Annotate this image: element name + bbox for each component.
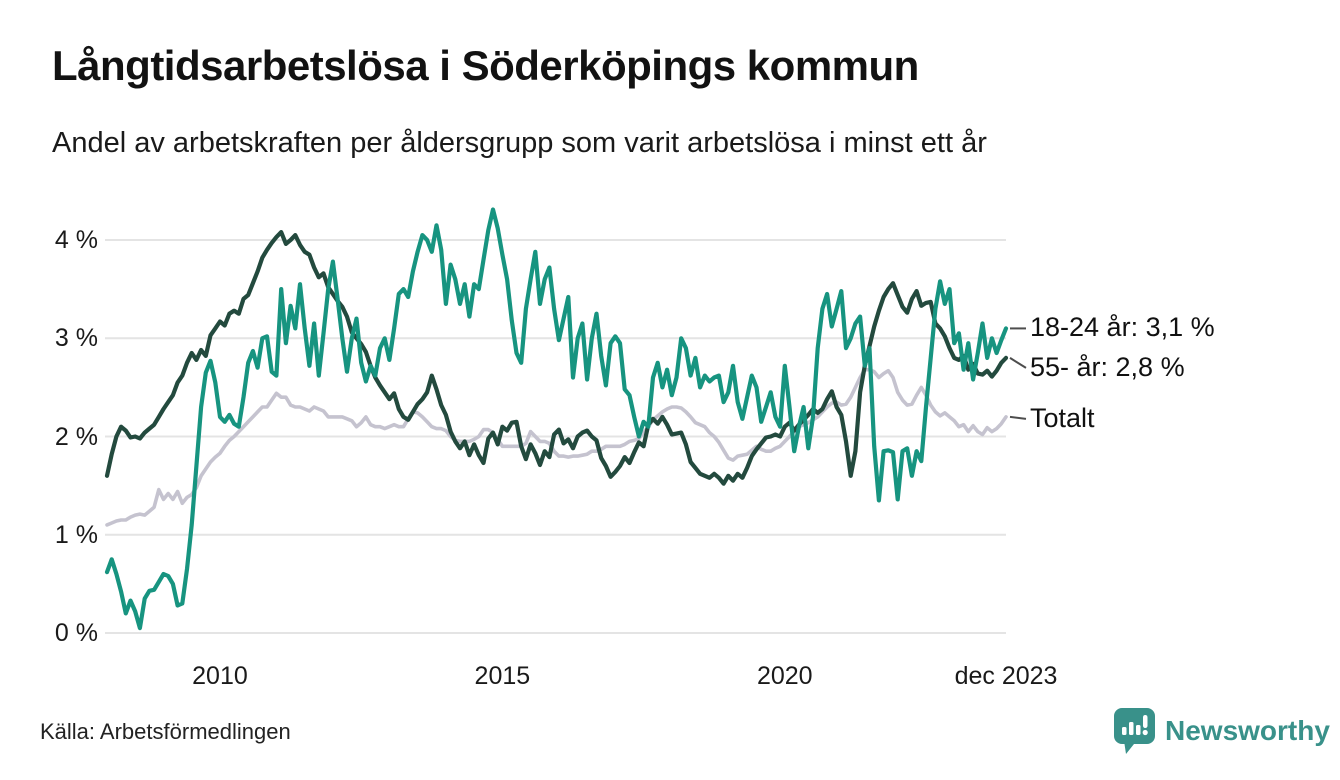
series-label-18-24: 18-24 år: 3,1 % (1030, 312, 1215, 343)
series-label-totalt: Totalt (1030, 402, 1095, 433)
series-line-2 (105, 367, 1008, 527)
page-title: Långtidsarbetslösa i Söderköpings kommun (52, 42, 919, 89)
y-axis-label: 4 % (54, 226, 98, 254)
bar-chart-speech-bubble-icon (1114, 708, 1155, 754)
label-connector (1009, 357, 1027, 369)
y-axis-label: 1 % (54, 520, 98, 549)
newsworthy-logo: Newsworthy (1113, 707, 1330, 754)
source-note: Källa: Arbetsförmedlingen (40, 719, 291, 744)
x-axis-label: 2020 (756, 662, 813, 690)
page-subtitle: Andel av arbetskraften per åldersgrupp s… (52, 127, 987, 159)
series-line-1 (104, 230, 1009, 486)
y-axis-label: 0 % (54, 619, 98, 647)
x-axis-label: dec 2023 (954, 662, 1058, 690)
series-label-55: 55- år: 2,8 % (1030, 351, 1185, 382)
x-axis-label: 2015 (474, 662, 531, 690)
y-axis-label: 3 % (54, 324, 98, 353)
brand-name: Newsworthy (1165, 714, 1330, 746)
y-axis-label: 2 % (54, 422, 98, 451)
label-connector (1009, 415, 1027, 420)
x-axis-label: 2010 (192, 662, 248, 690)
series-line-0 (104, 207, 1009, 631)
